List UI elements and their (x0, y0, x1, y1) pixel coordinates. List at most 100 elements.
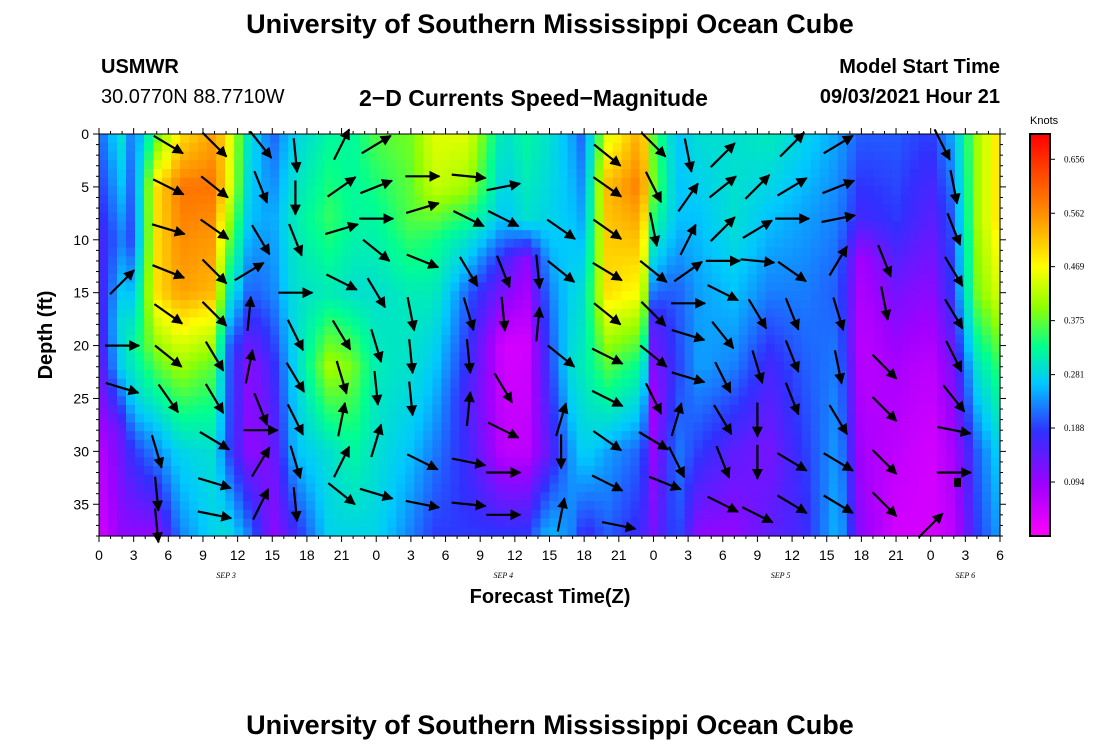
heatmap-cell (558, 177, 569, 188)
heatmap-cell (495, 518, 506, 528)
heatmap-cell (801, 509, 812, 520)
heatmap-cell (189, 518, 199, 528)
heatmap-cell (306, 230, 316, 240)
heatmap-cell (711, 134, 722, 144)
heatmap-cell (918, 256, 929, 266)
heatmap-cell (702, 308, 713, 319)
heatmap-cell (540, 265, 551, 275)
heatmap-cell (270, 501, 280, 511)
heatmap-cell (846, 238, 857, 249)
current-vector (201, 301, 228, 327)
heatmap-cell (963, 186, 974, 196)
heatmap-cell (819, 413, 830, 423)
heatmap-cell (414, 168, 424, 179)
heatmap-cell (756, 230, 767, 240)
heatmap-cell (612, 378, 623, 389)
heatmap-cell (297, 483, 307, 493)
heatmap-cell (981, 422, 992, 432)
heatmap-cell (333, 247, 343, 257)
heatmap-cell (576, 483, 587, 493)
heatmap-cell (144, 247, 154, 257)
heatmap-cell (279, 413, 289, 423)
heatmap-cell (783, 247, 794, 257)
heatmap-cell (450, 431, 460, 441)
heatmap-cell (945, 352, 956, 362)
x-tick-label: 18 (576, 547, 592, 563)
heatmap-cell (711, 466, 722, 476)
heatmap-cell (639, 492, 650, 502)
heatmap-cell (558, 378, 569, 389)
heatmap-cell (756, 247, 767, 257)
heatmap-cell (198, 291, 208, 301)
heatmap-cell (441, 308, 451, 319)
heatmap-cell (396, 361, 406, 371)
heatmap-cell (927, 369, 938, 380)
heatmap-cell (432, 212, 442, 222)
heatmap-cell (882, 431, 893, 441)
heatmap-cell (954, 291, 965, 301)
heatmap-cell (603, 492, 614, 502)
heatmap-cell (648, 300, 659, 310)
heatmap-cell (603, 387, 614, 397)
heatmap-cell (594, 396, 605, 406)
heatmap-cell (171, 326, 181, 336)
heatmap-cell (459, 483, 470, 493)
heatmap-cell (855, 396, 866, 406)
heatmap-cell (270, 439, 280, 450)
heatmap-cell (405, 212, 415, 222)
heatmap-cell (513, 518, 524, 528)
heatmap-cell (171, 300, 181, 310)
heatmap-cell (297, 300, 307, 310)
heatmap-cell (243, 483, 253, 493)
heatmap-cell (279, 195, 289, 205)
heatmap-cell (675, 230, 686, 240)
heatmap-cell (873, 151, 884, 161)
heatmap-cell (783, 256, 794, 266)
heatmap-cell (648, 134, 659, 144)
heatmap-cell (414, 195, 424, 205)
heatmap-cell (585, 300, 596, 310)
heatmap-cell (414, 509, 424, 520)
heatmap-cell (468, 335, 479, 345)
heatmap-cell (162, 483, 172, 493)
heatmap-cell (477, 134, 488, 144)
heatmap-cell (279, 492, 289, 502)
heatmap-cell (486, 343, 497, 354)
heatmap-cell (765, 404, 776, 415)
heatmap-cell (549, 203, 560, 214)
heatmap-cell (522, 448, 533, 458)
heatmap-cell (891, 492, 902, 502)
heatmap-cell (288, 501, 298, 511)
heatmap-cell (450, 404, 460, 415)
heatmap-cell (837, 265, 848, 275)
heatmap-cell (477, 404, 488, 415)
heatmap-cell (162, 203, 172, 214)
heatmap-cell (297, 361, 307, 371)
heatmap-cell (369, 203, 379, 214)
heatmap-cell (216, 291, 226, 301)
x-tick-label: 0 (95, 547, 103, 563)
heatmap-cell (747, 361, 758, 371)
heatmap-cell (117, 160, 127, 170)
heatmap-cell (396, 221, 406, 231)
heatmap-cell (432, 142, 442, 153)
heatmap-cell (855, 282, 866, 292)
current-vector (451, 499, 487, 511)
heatmap-cell (189, 247, 199, 257)
heatmap-cell (522, 300, 533, 310)
heatmap-cell (126, 335, 136, 345)
heatmap-cell (729, 203, 740, 214)
heatmap-cell (873, 160, 884, 170)
heatmap-cell (774, 527, 785, 537)
heatmap-cell (882, 404, 893, 415)
heatmap-cell (333, 256, 343, 266)
heatmap-cell (630, 195, 641, 205)
heatmap-cell (945, 448, 956, 458)
heatmap-cell (441, 168, 451, 179)
heatmap-cell (639, 151, 650, 161)
heatmap-cell (378, 291, 388, 301)
heatmap-cell (396, 326, 406, 336)
heatmap-cell (513, 448, 524, 458)
heatmap-cell (765, 509, 776, 520)
heatmap-cell (927, 439, 938, 450)
